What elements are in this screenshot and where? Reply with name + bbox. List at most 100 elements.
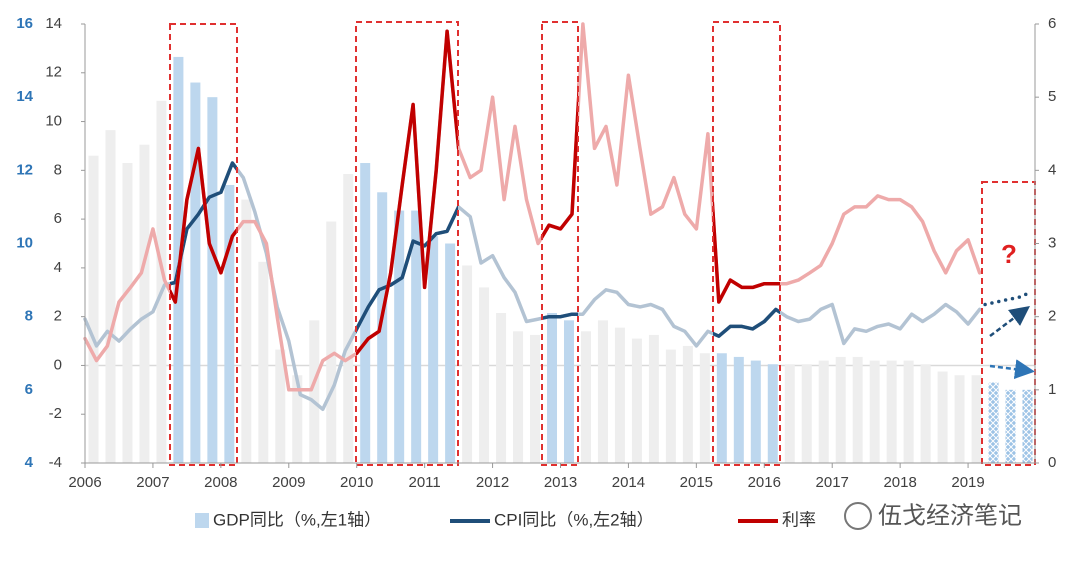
bar [224,184,235,463]
y2-tick-label: 14 [45,15,62,32]
highlight-box [169,23,238,466]
y-tick-label: 6 [25,381,33,398]
bar [377,192,388,464]
watermark: 伍戈经济笔记 [878,502,1022,529]
bar [699,353,710,463]
highlight-box [355,21,459,466]
lines [83,22,1033,412]
legend-label: GDP同比（%,左1轴） [213,510,381,529]
bar [801,364,812,463]
y3-tick-label: 0 [1048,454,1056,471]
bar [563,320,574,463]
bar [445,243,456,463]
legend-label: CPI同比（%,左2轴） [494,510,654,529]
bar [513,331,524,463]
x-tick-label: 2013 [544,474,577,491]
bar [530,334,541,463]
bar [597,320,608,463]
bar [496,313,507,463]
bar [139,144,150,463]
x-tick-label: 2006 [68,474,101,491]
bar [869,360,880,463]
bar [920,364,931,463]
bar [411,210,422,463]
bar [190,82,201,464]
bar [988,382,999,463]
y-tick-label: 4 [25,454,34,471]
bar [462,265,473,463]
y2-tick-label: 6 [54,210,62,227]
bar [343,173,354,463]
y2-tick-label: 0 [54,356,62,373]
y-tick-label: 12 [16,161,33,178]
x-tick-label: 2007 [136,474,169,491]
y3-tick-label: 4 [1048,161,1056,178]
y3-tick-label: 6 [1048,15,1056,32]
x-tick-label: 2019 [951,474,984,491]
watermark-icon [844,502,872,530]
x-tick-label: 2017 [816,474,849,491]
bar [750,360,761,463]
bar [547,313,558,463]
bar [631,338,642,463]
bar [241,199,252,463]
bar [852,356,863,463]
bar [258,261,269,463]
bar [784,364,795,463]
x-tick-label: 2011 [409,474,441,491]
y3-tick-label: 2 [1048,308,1056,325]
x-tick-label: 2010 [340,474,373,491]
y-tick-label: 14 [16,88,33,105]
bar [733,356,744,463]
bar [614,327,625,463]
bar [428,236,439,463]
bar [156,100,167,463]
x-tick-label: 2009 [272,474,305,491]
y2-tick-label: 4 [54,259,62,276]
legend-label: 利率 [782,510,816,529]
y3-tick-label: 5 [1048,88,1056,105]
y3-tick-label: 1 [1048,381,1056,398]
bar [648,334,659,463]
y2-tick-label: 8 [54,161,62,178]
bar [309,320,320,463]
bar [580,331,591,463]
x-tick-label: 2018 [883,474,916,491]
bar [971,375,982,463]
bars [85,56,1035,464]
bar [207,97,218,464]
bar [292,375,303,463]
x-tick-label: 2008 [204,474,237,491]
y-tick-label: 10 [16,234,33,251]
bar [1005,389,1016,463]
bar [105,130,116,463]
bar [937,371,948,463]
forecast-arrow [989,306,1030,337]
bar [479,287,490,463]
bar [903,360,914,463]
bar [394,210,405,463]
y-tick-label: 8 [25,308,33,325]
forecast-line [983,290,1033,307]
highlight-box [712,21,781,466]
bar [88,155,99,463]
legend-swatch [195,513,209,528]
y3-tick-label: 3 [1048,234,1056,251]
bar [835,356,846,463]
bar [886,360,897,463]
bar [275,349,286,463]
line-highlight [170,22,780,392]
bar [665,349,676,463]
y2-tick-label: -2 [49,405,62,422]
forecast-arrow [989,359,1035,380]
x-tick-label: 2014 [612,474,645,491]
bar [954,375,965,463]
x-tick-label: 2016 [748,474,781,491]
y2-tick-label: -4 [49,454,62,471]
bar [818,360,829,463]
bar [326,221,337,463]
y-tick-label: 16 [16,15,33,32]
